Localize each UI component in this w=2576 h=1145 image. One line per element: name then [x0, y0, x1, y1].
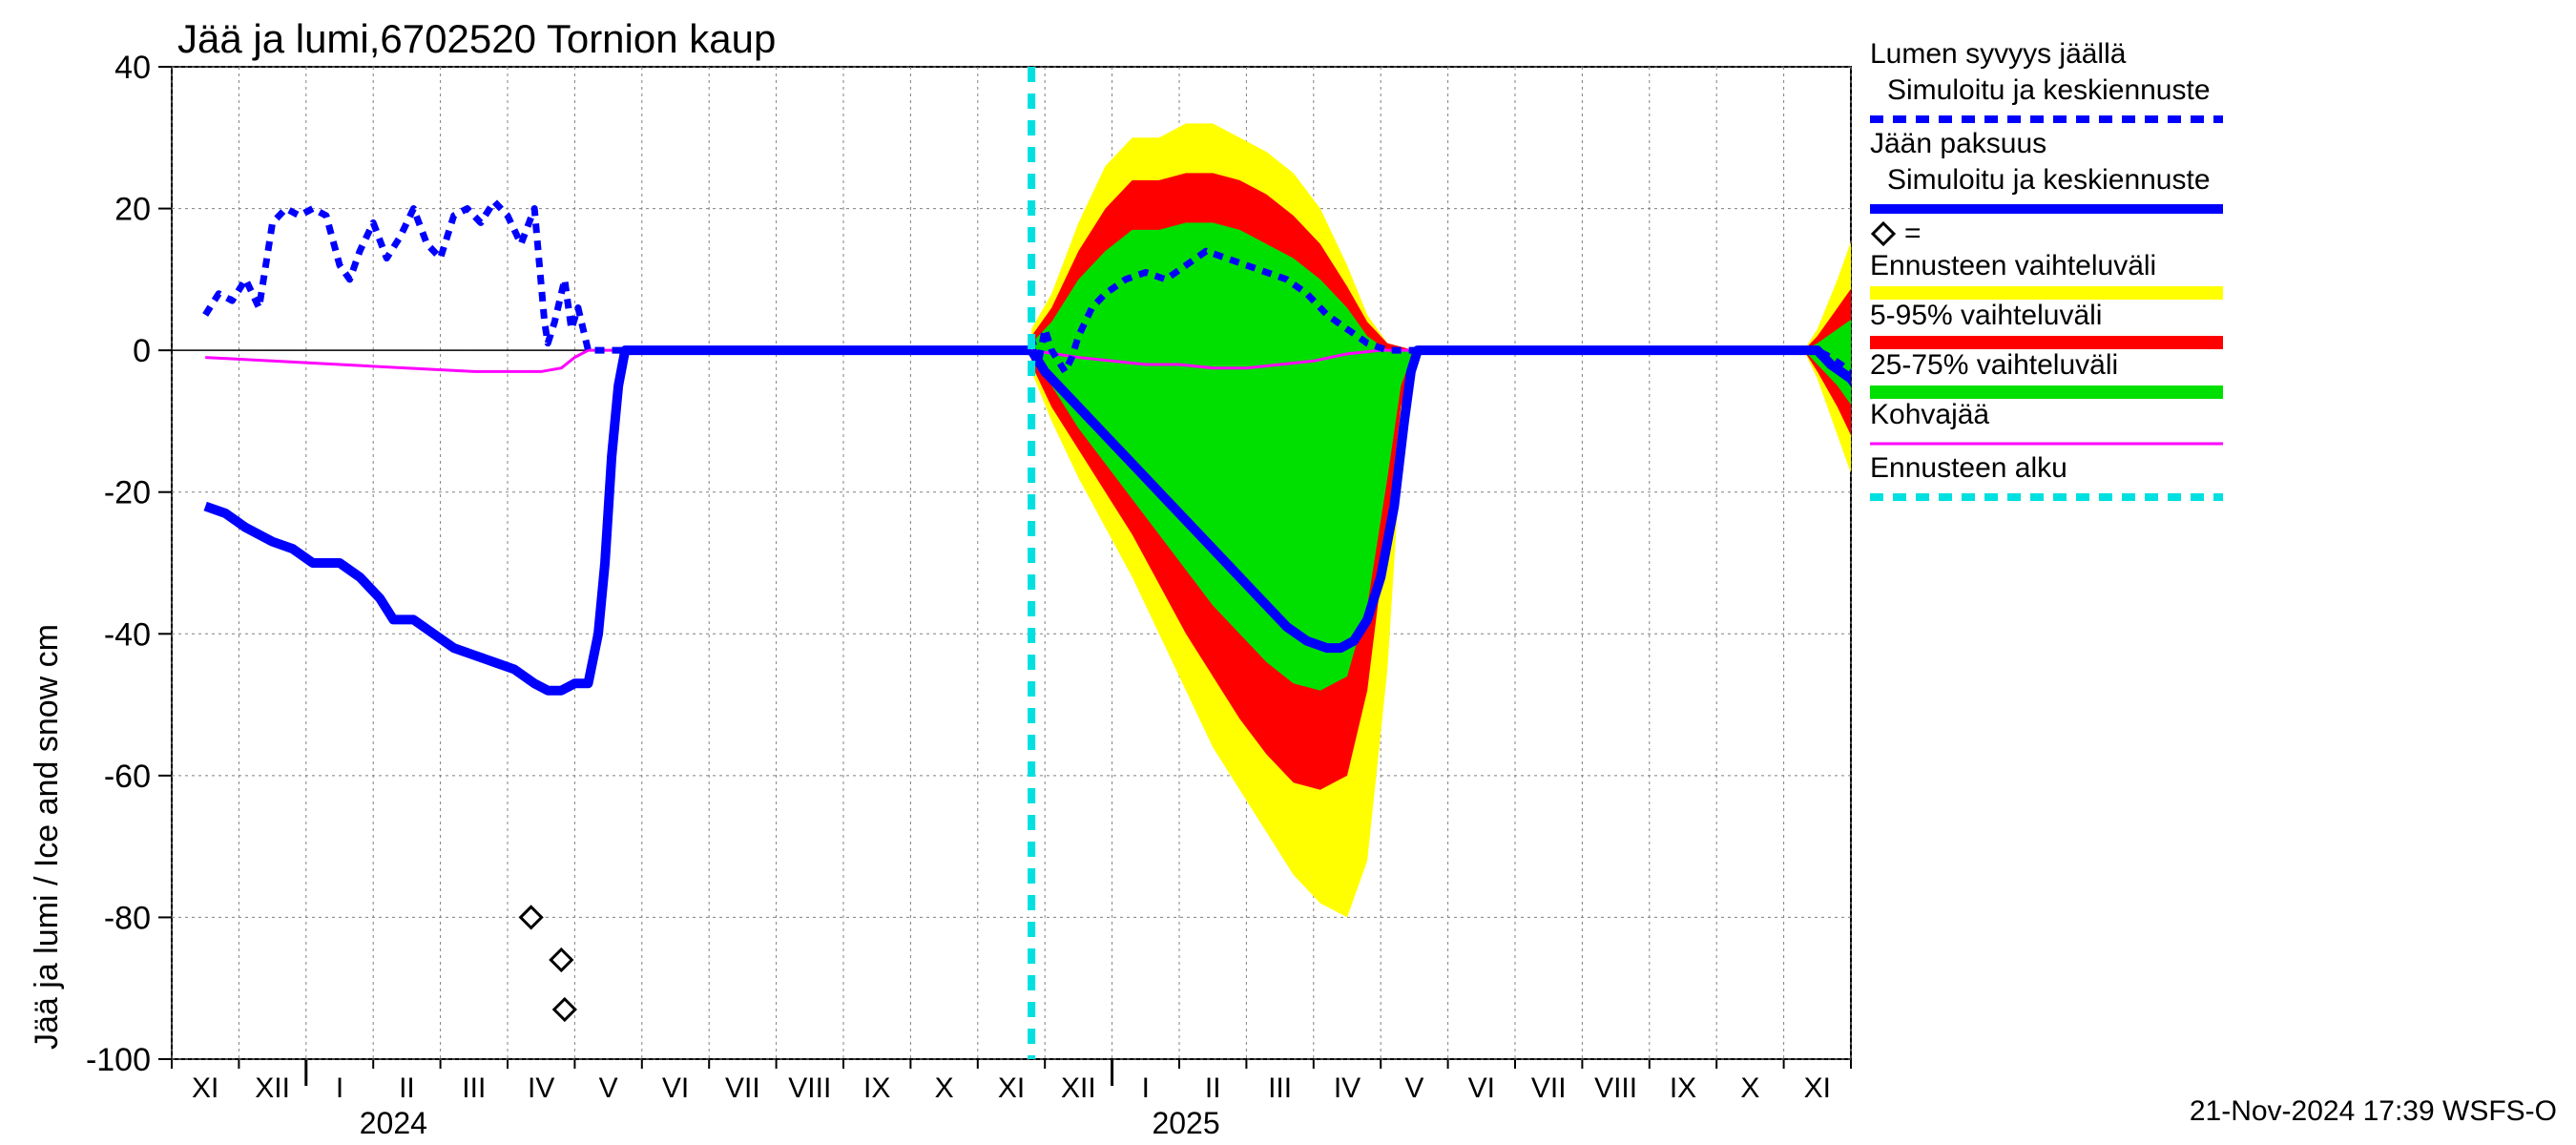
- month-label: VI: [1468, 1072, 1495, 1104]
- y-tick-label: -60: [104, 759, 151, 795]
- month-label: VIII: [1594, 1072, 1637, 1104]
- footer-timestamp: 21-Nov-2024 17:39 WSFS-O: [2190, 1095, 2557, 1128]
- year-label: 2025: [1152, 1106, 1219, 1140]
- legend-label: Kohvajää: [1870, 399, 2242, 431]
- month-label: V: [599, 1072, 618, 1104]
- legend-band-swatch: [1870, 286, 2223, 300]
- y-tick-label: 0: [133, 333, 151, 369]
- legend-label: 25-75% vaihteluväli: [1870, 349, 2242, 382]
- legend-sublabel: Simuloitu ja keskiennuste: [1870, 74, 2242, 107]
- month-label: IX: [1670, 1072, 1696, 1104]
- legend-band-swatch: [1870, 385, 2223, 399]
- y-tick-label: -100: [86, 1042, 151, 1078]
- y-tick-label: -80: [104, 900, 151, 936]
- month-label: VIII: [788, 1072, 831, 1104]
- obs-marker: [521, 906, 542, 927]
- data-layer: [205, 123, 1878, 1020]
- legend: Lumen syvyys jäälläSimuloitu ja keskienn…: [1870, 38, 2242, 506]
- month-label: XI: [998, 1072, 1025, 1104]
- y-tick-label: -40: [104, 616, 151, 653]
- chart-container: 40200-20-40-60-80-100XIXIIIIIIIIIVVVIVII…: [0, 0, 2576, 1145]
- y-tick-label: 40: [114, 50, 151, 86]
- legend-label: Ennusteen vaihteluväli: [1870, 250, 2242, 282]
- month-label: X: [1740, 1072, 1759, 1104]
- legend-label: Lumen syvyys jäällä: [1870, 38, 2242, 71]
- legend-line-swatch: [1870, 200, 2223, 218]
- obs-marker: [554, 999, 575, 1020]
- month-label: II: [399, 1072, 415, 1104]
- plot-frame: [172, 67, 1851, 1059]
- month-label: X: [935, 1072, 954, 1104]
- month-label: XII: [255, 1072, 290, 1104]
- legend-marker-row: =: [1870, 218, 2242, 250]
- y-tick-label: 20: [114, 192, 151, 228]
- month-label: IV: [1334, 1072, 1361, 1104]
- obs-marker: [551, 949, 571, 970]
- month-label: II: [1205, 1072, 1221, 1104]
- month-label: I: [336, 1072, 343, 1104]
- legend-line-swatch: [1870, 111, 2223, 128]
- month-label: VII: [1531, 1072, 1567, 1104]
- legend-sublabel: Simuloitu ja keskiennuste: [1870, 164, 2242, 197]
- y-tick-label: -20: [104, 475, 151, 511]
- snow-line: [205, 201, 1031, 350]
- month-label: V: [1404, 1072, 1423, 1104]
- legend-label: Jään paksuus: [1870, 128, 2242, 160]
- legend-line-swatch: [1870, 489, 2223, 506]
- month-label: IX: [863, 1072, 890, 1104]
- month-label: VII: [725, 1072, 760, 1104]
- ice-line: [205, 350, 1031, 691]
- year-label: 2024: [360, 1106, 427, 1140]
- diamond-icon: [1870, 220, 1897, 247]
- month-label: XI: [192, 1072, 218, 1104]
- legend-label: 5-95% vaihteluväli: [1870, 300, 2242, 332]
- legend-band-swatch: [1870, 336, 2223, 349]
- legend-line-swatch: [1870, 435, 2223, 452]
- month-label: I: [1142, 1072, 1150, 1104]
- month-label: IV: [528, 1072, 554, 1104]
- chart-title: Jää ja lumi,6702520 Tornion kaup: [177, 16, 776, 61]
- month-label: III: [1268, 1072, 1292, 1104]
- month-label: XI: [1804, 1072, 1831, 1104]
- y-axis-label: Jää ja lumi / Ice and snow cm: [29, 624, 65, 1050]
- month-label: XII: [1061, 1072, 1096, 1104]
- legend-marker-text: =: [1904, 218, 1922, 250]
- legend-label: Ennusteen alku: [1870, 452, 2242, 485]
- month-label: III: [462, 1072, 486, 1104]
- month-label: VI: [662, 1072, 689, 1104]
